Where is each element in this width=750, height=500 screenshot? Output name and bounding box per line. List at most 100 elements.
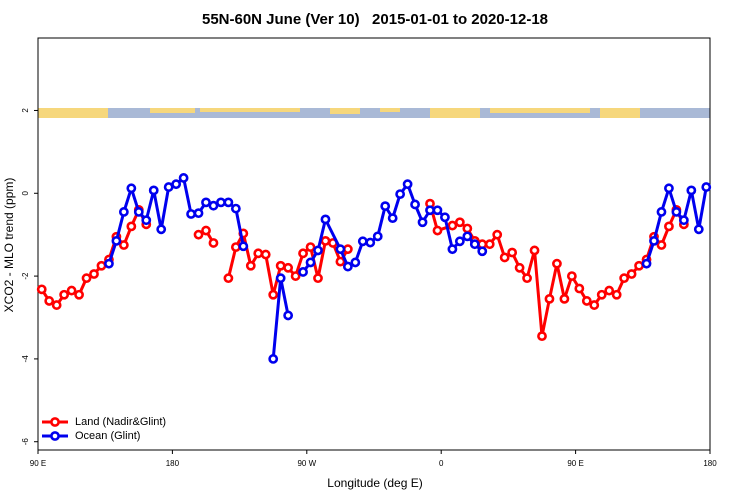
point — [216, 197, 226, 208]
point — [111, 235, 122, 246]
x-tick-label: 90 E — [30, 459, 46, 468]
point — [477, 246, 488, 257]
point — [671, 207, 682, 217]
point — [686, 185, 697, 196]
point — [604, 285, 615, 296]
point — [469, 239, 480, 250]
point — [559, 293, 570, 304]
point — [357, 236, 368, 247]
y-tick-label: -6 — [21, 438, 30, 446]
series-line — [107, 176, 708, 360]
point — [283, 262, 294, 273]
point — [223, 273, 234, 284]
point — [664, 221, 674, 232]
point — [223, 197, 234, 208]
legend-label: Land (Nadir&Glint) — [75, 416, 166, 428]
point — [365, 237, 376, 248]
point — [81, 273, 92, 284]
point — [163, 182, 174, 192]
point — [589, 300, 600, 310]
point — [425, 205, 435, 216]
point — [372, 231, 383, 242]
point — [230, 203, 241, 214]
point — [641, 258, 652, 269]
point — [148, 185, 159, 196]
point — [484, 239, 495, 250]
point — [432, 225, 443, 236]
point — [313, 273, 323, 284]
point — [305, 242, 316, 253]
point — [342, 244, 353, 255]
point — [44, 296, 55, 306]
point — [522, 273, 532, 284]
point — [350, 257, 361, 268]
point — [193, 229, 204, 240]
point — [410, 199, 420, 210]
point — [171, 179, 182, 190]
point — [402, 179, 413, 190]
point — [275, 260, 286, 271]
point — [193, 208, 204, 219]
point — [387, 213, 398, 224]
point — [380, 201, 391, 212]
point — [320, 214, 331, 225]
point — [260, 249, 271, 260]
point — [156, 224, 167, 235]
x-tick-label: 0 — [439, 459, 444, 468]
point — [678, 215, 689, 226]
point — [335, 244, 346, 255]
point — [275, 273, 286, 284]
point — [66, 285, 77, 296]
point — [201, 197, 211, 208]
point — [51, 300, 62, 310]
point — [335, 256, 346, 267]
point — [701, 182, 712, 192]
point — [619, 273, 630, 284]
point — [417, 217, 428, 228]
point — [74, 289, 84, 300]
series-line — [40, 203, 686, 338]
y-axis-label: XCO2 - MLO trend (ppm) — [2, 178, 16, 313]
point — [693, 224, 704, 235]
point — [447, 244, 458, 255]
point — [574, 283, 585, 294]
point — [104, 258, 114, 269]
point — [544, 293, 555, 304]
point — [208, 200, 219, 211]
y-tick-label: -4 — [21, 355, 30, 363]
point — [230, 242, 241, 253]
point — [186, 209, 196, 219]
x-tick-label: 180 — [703, 459, 717, 468]
point — [462, 231, 473, 242]
point — [305, 257, 316, 268]
point — [432, 205, 443, 216]
point — [462, 223, 473, 234]
point — [245, 260, 256, 271]
point — [320, 235, 331, 246]
point — [298, 248, 308, 259]
point — [126, 183, 137, 194]
point — [342, 261, 353, 272]
point — [208, 238, 219, 248]
point — [59, 289, 70, 300]
chart-title: 55N-60N June (Ver 10) 2015-01-01 to 2020… — [202, 11, 548, 28]
y-tick-label: 2 — [21, 108, 30, 113]
point — [611, 289, 622, 300]
point — [238, 241, 249, 252]
point — [656, 207, 667, 217]
point — [499, 252, 510, 263]
point — [178, 173, 189, 183]
point — [133, 207, 144, 217]
point — [141, 215, 152, 226]
point — [454, 236, 465, 247]
point — [298, 267, 308, 277]
point — [626, 269, 637, 279]
point — [454, 217, 465, 228]
point — [89, 269, 99, 279]
point — [447, 220, 458, 231]
x-tick-label: 90 W — [297, 459, 316, 468]
y-tick-label: -2 — [21, 272, 30, 280]
x-axis-label: Longitude (deg E) — [327, 476, 422, 490]
point — [492, 229, 503, 240]
